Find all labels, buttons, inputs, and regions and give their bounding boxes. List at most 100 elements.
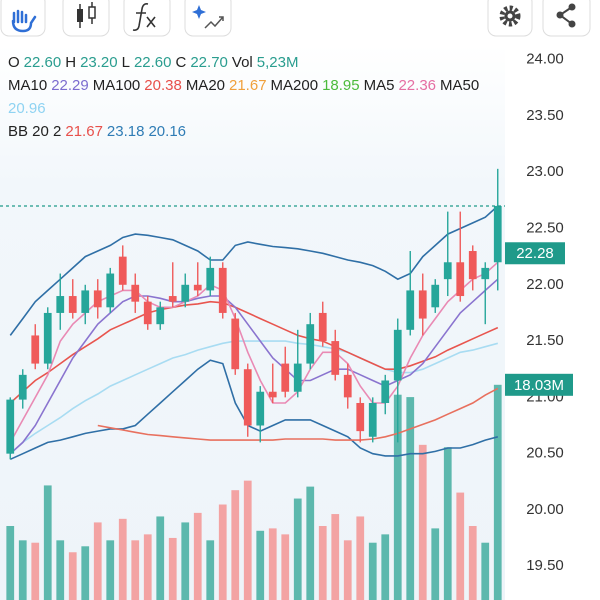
candle-body (206, 267, 215, 291)
candle-body (368, 402, 377, 437)
volume-bar (168, 537, 177, 600)
candle-body (418, 290, 427, 319)
summary-label: Vol (231, 54, 253, 71)
volume-bar (81, 546, 90, 600)
y-tick-label: 21.50 (526, 332, 564, 349)
indicator-header: O 22.60 H 23.20 L 22.60 C 22.70 Vol 5,23M MA10 22.2… (8, 51, 513, 143)
candle-body (443, 262, 452, 280)
candle-body (93, 290, 102, 308)
volume-bar (106, 540, 115, 600)
volume-bar (268, 528, 277, 600)
candle-body (268, 391, 277, 398)
y-tick-label: 22.00 (526, 276, 564, 293)
indicator-line (9, 261, 499, 443)
candle-body (456, 262, 465, 297)
volume-bar (193, 512, 202, 600)
volume-marker-box (505, 373, 573, 396)
candle-body (18, 374, 27, 400)
y-tick-label: 23.00 (526, 163, 564, 180)
volume-bar (56, 540, 65, 600)
candle-body (181, 284, 190, 302)
volume-bar (368, 542, 377, 600)
candle-body (243, 369, 252, 426)
ma-value: 20.38 (144, 77, 182, 94)
ai-button[interactable] (184, 0, 232, 37)
volume-marker-label: 18.03M (514, 377, 564, 394)
volume-bar (356, 516, 365, 600)
candle-body (6, 399, 15, 454)
candle-body (218, 267, 227, 313)
summary-label: H (65, 54, 77, 71)
ma-value: 18.95 (322, 77, 360, 94)
bb-value: 20.16 (148, 123, 187, 140)
candle-body (331, 341, 340, 375)
volume-bar (468, 526, 477, 600)
price-marker-label: 22.28 (516, 245, 554, 262)
volume-bar (243, 480, 252, 600)
candle-body (31, 335, 40, 364)
candle-body (468, 251, 477, 280)
volume-bar (443, 447, 452, 600)
bb-value: 23.18 (106, 123, 145, 140)
candle-body (381, 380, 390, 403)
share-icon (568, 3, 576, 11)
y-tick-label: 19.50 (526, 557, 564, 574)
summary-value: 22.60 (23, 54, 62, 71)
indicator-line (9, 340, 499, 455)
volume-bar (131, 540, 140, 600)
candle-body (193, 284, 202, 291)
summary-label: O (8, 54, 20, 71)
volume-bar (381, 534, 390, 600)
volume-bar (331, 514, 340, 600)
candle-body (256, 391, 265, 426)
indicator-line (9, 300, 499, 404)
candle-body (493, 205, 502, 263)
volume-bar (293, 498, 302, 600)
y-tick-label: 20.00 (526, 501, 564, 518)
ma-label: MA50 (440, 77, 480, 94)
candle-body (481, 267, 490, 280)
summary-label: L (121, 54, 130, 71)
y-tick-label: 23.50 (526, 107, 564, 124)
gear-icon (507, 13, 513, 19)
indicator-line (9, 278, 499, 455)
price-marker-box (505, 242, 565, 265)
candle-body (281, 363, 290, 392)
ma-value: 22.36 (398, 77, 437, 94)
volume-bar (406, 397, 415, 600)
candle-body (406, 290, 415, 330)
indicator-line (97, 387, 499, 441)
volume-bar (481, 542, 490, 600)
volume-bar (6, 526, 15, 600)
volume-bar (93, 522, 102, 600)
summary-value: 23.20 (80, 54, 118, 71)
volume-bar (281, 534, 290, 600)
share-icon (568, 20, 576, 28)
share-button[interactable] (542, 0, 591, 37)
volume-bar (143, 534, 152, 600)
summary-value: 22.70 (190, 54, 228, 71)
sparkle-icon (192, 5, 206, 19)
candle-body (118, 256, 127, 285)
candle-button[interactable] (62, 0, 110, 37)
candle-body (306, 324, 315, 364)
candle-body (231, 318, 240, 370)
y-tick-label: 20.50 (526, 445, 564, 462)
summary-label: C (175, 54, 187, 71)
candle-body (293, 363, 302, 392)
ma-value: 22.29 (51, 77, 89, 94)
ma-label: MA5 (363, 77, 395, 94)
candle-body (143, 301, 152, 325)
candle-body (318, 312, 327, 342)
volume-bar (218, 504, 227, 600)
ma-label: MA200 (270, 77, 319, 94)
summary-value: 5,23M (256, 54, 299, 71)
candle-body (168, 296, 177, 302)
share-icon (556, 11, 564, 19)
fx-icon (132, 3, 156, 31)
candle-icon (77, 9, 83, 22)
volume-bar (418, 444, 427, 600)
ma-label: MA100 (92, 77, 141, 94)
candle-icon (88, 6, 96, 19)
